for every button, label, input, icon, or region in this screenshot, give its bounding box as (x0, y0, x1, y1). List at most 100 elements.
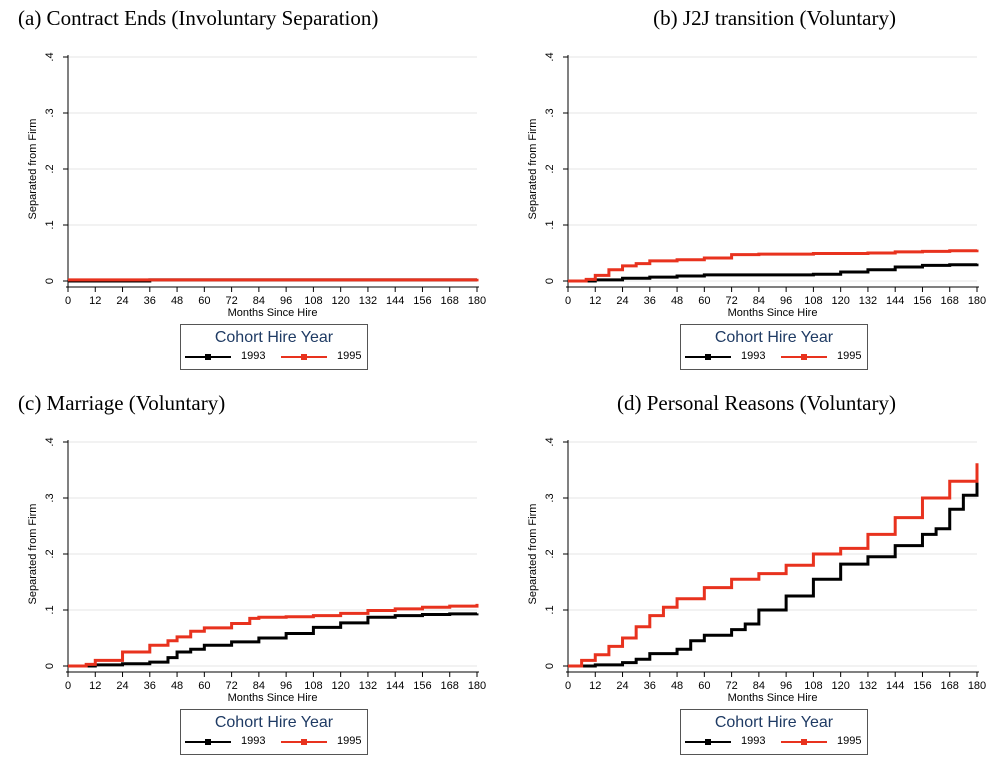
x-tick-label: 0 (65, 295, 71, 307)
legend-title: Cohort Hire Year (714, 329, 834, 346)
y-tick-label: .3 (44, 493, 56, 502)
x-tick-label: 96 (780, 295, 792, 307)
x-tick-label: 60 (198, 680, 210, 692)
x-tick-label: 144 (886, 295, 904, 307)
legend-label: 1995 (337, 350, 362, 362)
y-tick-label: .4 (44, 437, 56, 446)
chart-panel: 0 .1 .2 .3 .4 0 12 24 36 48 60 72 84 96 108 120 132 144 15… (500, 0, 1000, 382)
chart-svg: 0 .1 .2 .3 .4 0 12 24 36 48 60 72 84 96 108 120 132 144 15… (27, 437, 486, 704)
chart-title: (a) Contract Ends (Involuntary Separatio… (18, 6, 379, 30)
x-tick-label: 12 (89, 295, 101, 307)
x-tick-label: 84 (253, 680, 265, 692)
chart-panel: 0 .1 .2 .3 .4 0 12 24 36 48 60 72 84 96 108 120 132 144 15… (500, 385, 1000, 767)
legend-swatch-marker (205, 354, 211, 360)
series-line-1995 (68, 603, 479, 668)
x-axis-label: Months Since Hire (228, 692, 318, 704)
y-tick-label: .2 (544, 549, 556, 558)
x-tick-label: 144 (886, 680, 904, 692)
y-axis-label: Separated from Firm (27, 504, 39, 605)
y-tick-label: .1 (44, 605, 56, 614)
series-line-1993 (568, 481, 979, 668)
x-tick-label: 0 (565, 680, 571, 692)
x-tick-label: 168 (441, 295, 459, 307)
x-tick-label: 72 (225, 295, 237, 307)
x-tick-label: 156 (413, 680, 431, 692)
x-tick-label: 0 (65, 680, 71, 692)
x-tick-label: 48 (671, 680, 683, 692)
x-tick-label: 120 (831, 295, 849, 307)
x-tick-label: 180 (468, 295, 486, 307)
x-tick-label: 60 (198, 295, 210, 307)
chart-title: (d) Personal Reasons (Voluntary) (617, 391, 896, 415)
x-tick-label: 48 (171, 680, 183, 692)
x-tick-label: 108 (304, 295, 322, 307)
y-axis-label: Separated from Firm (527, 119, 539, 220)
x-tick-label: 0 (565, 295, 571, 307)
y-tick-label: .3 (544, 108, 556, 117)
y-tick-label: .1 (544, 220, 556, 229)
y-tick-label: .2 (44, 549, 56, 558)
y-tick-label: .2 (44, 164, 56, 173)
x-tick-label: 36 (644, 680, 656, 692)
x-tick-label: 72 (725, 680, 737, 692)
x-tick-label: 108 (804, 680, 822, 692)
x-tick-label: 60 (698, 295, 710, 307)
legend-label: 1995 (337, 735, 362, 747)
x-tick-label: 156 (913, 680, 931, 692)
x-tick-label: 132 (359, 295, 377, 307)
x-tick-label: 108 (804, 295, 822, 307)
x-tick-label: 12 (89, 680, 101, 692)
x-tick-label: 180 (968, 295, 986, 307)
x-tick-label: 156 (913, 295, 931, 307)
x-tick-label: 96 (280, 295, 292, 307)
x-tick-label: 120 (331, 680, 349, 692)
legend: Cohort Hire Year 1993 1995 (180, 709, 368, 755)
y-tick-label: .3 (544, 493, 556, 502)
x-tick-label: 180 (468, 680, 486, 692)
legend-swatch-marker (801, 354, 807, 360)
x-tick-label: 96 (280, 680, 292, 692)
x-tick-label: 132 (859, 680, 877, 692)
x-tick-label: 108 (304, 680, 322, 692)
x-tick-label: 72 (725, 295, 737, 307)
x-tick-label: 120 (831, 680, 849, 692)
legend-swatch-marker (205, 739, 211, 745)
x-axis-label: Months Since Hire (728, 692, 818, 704)
y-tick-label: .4 (544, 437, 556, 446)
x-axis-label: Months Since Hire (228, 307, 318, 319)
chart-svg: 0 .1 .2 .3 .4 0 12 24 36 48 60 72 84 96 108 120 132 144 15… (27, 52, 486, 319)
legend-swatch-marker (301, 739, 307, 745)
series-line-1995 (568, 249, 979, 283)
series-line-1995 (68, 278, 479, 282)
x-tick-label: 48 (171, 295, 183, 307)
series-line-1993 (568, 263, 979, 283)
x-tick-label: 168 (941, 680, 959, 692)
legend-label: 1993 (241, 735, 266, 747)
legend-swatch-marker (301, 354, 307, 360)
y-tick-label: .4 (544, 52, 556, 61)
y-tick-label: .1 (44, 220, 56, 229)
legend-swatch-marker (705, 739, 711, 745)
y-tick-label: .1 (544, 605, 556, 614)
legend-swatch-marker (801, 739, 807, 745)
x-tick-label: 84 (753, 680, 765, 692)
chart-panel: 0 .1 .2 .3 .4 0 12 24 36 48 60 72 84 96 108 120 132 144 15… (0, 0, 500, 382)
x-tick-label: 144 (386, 295, 404, 307)
legend-label: 1993 (741, 735, 766, 747)
x-tick-label: 180 (968, 680, 986, 692)
x-tick-label: 84 (753, 295, 765, 307)
chart-panel: 0 .1 .2 .3 .4 0 12 24 36 48 60 72 84 96 108 120 132 144 15… (0, 385, 500, 767)
y-tick-label: .2 (544, 164, 556, 173)
series-line-1993 (68, 612, 479, 668)
chart-svg: 0 .1 .2 .3 .4 0 12 24 36 48 60 72 84 96 108 120 132 144 15… (527, 437, 986, 704)
x-axis-label: Months Since Hire (728, 307, 818, 319)
x-tick-label: 168 (441, 680, 459, 692)
y-axis-label: Separated from Firm (527, 504, 539, 605)
x-tick-label: 24 (116, 680, 128, 692)
legend: Cohort Hire Year 1993 1995 (680, 709, 868, 755)
x-tick-label: 84 (253, 295, 265, 307)
legend-label: 1995 (837, 735, 862, 747)
x-tick-label: 96 (780, 680, 792, 692)
chart-title: (c) Marriage (Voluntary) (18, 391, 226, 415)
y-tick-label: 0 (44, 663, 56, 669)
